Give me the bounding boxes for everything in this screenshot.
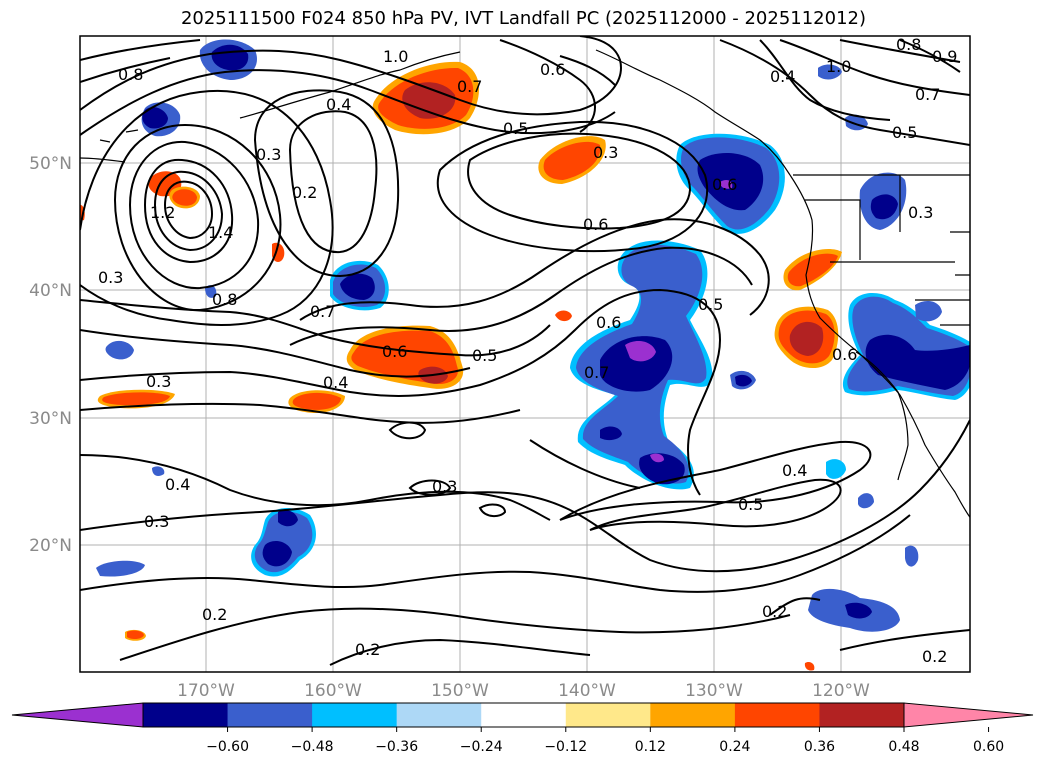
pv-contour-label: 0.3 [256, 145, 281, 164]
coastlines [80, 49, 970, 519]
pv-contour-label: 0.8 [212, 290, 237, 309]
colorbar-tick-label: 0.60 [973, 739, 1004, 755]
lat-axis-labels: 50°N 40°N 30°N 20°N [29, 154, 72, 556]
colorbar-tick-label: 0.24 [719, 739, 750, 755]
pv-contour-label: 0.2 [922, 647, 947, 666]
pv-contour-label: 0.4 [165, 475, 190, 494]
pv-contour-label: 0.7 [310, 302, 335, 321]
colorbar-tick-label: 0.12 [635, 739, 666, 755]
lon-label: 150°W [431, 681, 489, 701]
colorbar-tick-label: −0.36 [375, 739, 418, 755]
pv-contour-label: 0.2 [355, 640, 380, 659]
pv-contour-label: 0.6 [832, 345, 857, 364]
colorbar-tick-label: −0.48 [291, 739, 334, 755]
pv-contour-label: 0.2 [292, 183, 317, 202]
colorbar-bin [227, 703, 313, 727]
pv-contour-label: 0.3 [146, 372, 171, 391]
pv-contour-label: 0.4 [323, 373, 348, 392]
map-frame [79, 35, 971, 673]
pv-contour-label: 0.7 [457, 77, 482, 96]
pv-contour-label: 0.3 [144, 512, 169, 531]
colorbar-bin [734, 703, 820, 727]
colorbar-bin [565, 703, 651, 727]
pv-contour-label: 0.6 [583, 215, 608, 234]
lon-label: 140°W [558, 681, 616, 701]
pv-contour-label: 0.5 [892, 123, 917, 142]
colorbar-bin [396, 703, 482, 727]
pv-contour-label-group: 1.0 0.8 0.7 0.6 0.5 0.4 0.3 0.2 1.4 1.2 … [98, 35, 957, 666]
colorbar-bin [650, 703, 736, 727]
pv-contour-label: 0.6 [540, 60, 565, 79]
lon-label: 170°W [177, 681, 235, 701]
pv-contour-label: 0.7 [584, 363, 609, 382]
colorbar-outline [142, 702, 905, 728]
pv-contour-label: 0.2 [762, 602, 787, 621]
ivt-shading [80, 39, 970, 671]
colorbar-tick-label: −0.60 [206, 739, 249, 755]
colorbar-tick-label: −0.24 [460, 739, 503, 755]
pv-contour-label: 0.5 [503, 119, 528, 138]
lat-label: 40°N [29, 281, 72, 301]
pv-contours [80, 36, 970, 666]
colorbar-bin [819, 703, 905, 727]
pv-contour-label: 0.6 [382, 342, 407, 361]
pv-contour-label: 0.2 [202, 605, 227, 624]
colorbar-extend-low [11, 702, 144, 728]
pv-contour-label: 0.4 [770, 67, 795, 86]
colorbar-bin [481, 703, 567, 727]
lat-label: 30°N [29, 409, 72, 429]
pv-contour-label: 1.0 [826, 57, 851, 76]
colorbar-bin [143, 703, 229, 727]
pv-contour-label: 0.7 [915, 85, 940, 104]
pv-contour-label: 0.3 [432, 477, 457, 496]
pv-contour-label: 1.4 [208, 223, 233, 242]
colorbar-tick-label: 0.36 [804, 739, 835, 755]
colorbar-bin [312, 703, 398, 727]
pv-contour-label: 0.8 [896, 35, 921, 54]
colorbar-tick-label: −0.12 [544, 739, 587, 755]
pv-contour-label: 1.0 [383, 47, 408, 66]
pv-contour-label: 0.3 [908, 203, 933, 222]
lon-label: 120°W [812, 681, 870, 701]
pv-contour-label: 0.5 [698, 295, 723, 314]
lat-label: 50°N [29, 154, 72, 174]
pv-contour-label: 0.8 [118, 65, 143, 84]
lat-label: 20°N [29, 536, 72, 556]
pv-contour-label: 1.2 [150, 203, 175, 222]
colorbar: −0.60 −0.48 −0.36 −0.24 −0.12 0.12 0.24 0.36 0.4… [11, 702, 1034, 755]
colorbar-extend-high [903, 702, 1034, 728]
map-title: 2025111500 F024 850 hPa PV, IVT Landfall… [180, 8, 867, 29]
lon-label: 130°W [685, 681, 743, 701]
pv-contour-label: 0.6 [712, 175, 737, 194]
pv-contour-label: 0.5 [472, 346, 497, 365]
pv-contour-label: 0.4 [326, 95, 351, 114]
lon-label: 160°W [304, 681, 362, 701]
pv-contour-label: 0.6 [596, 313, 621, 332]
pv-contour-label: 0.3 [593, 143, 618, 162]
pv-contour-label: 0.9 [932, 47, 957, 66]
pv-contour-label: 0.5 [738, 495, 763, 514]
pv-contour-label: 0.4 [782, 461, 807, 480]
lon-axis-labels: 170°W 160°W 150°W 140°W 130°W 120°W [177, 681, 870, 701]
colorbar-tick-label: 0.48 [888, 739, 919, 755]
pv-contour-label: 0.3 [98, 268, 123, 287]
